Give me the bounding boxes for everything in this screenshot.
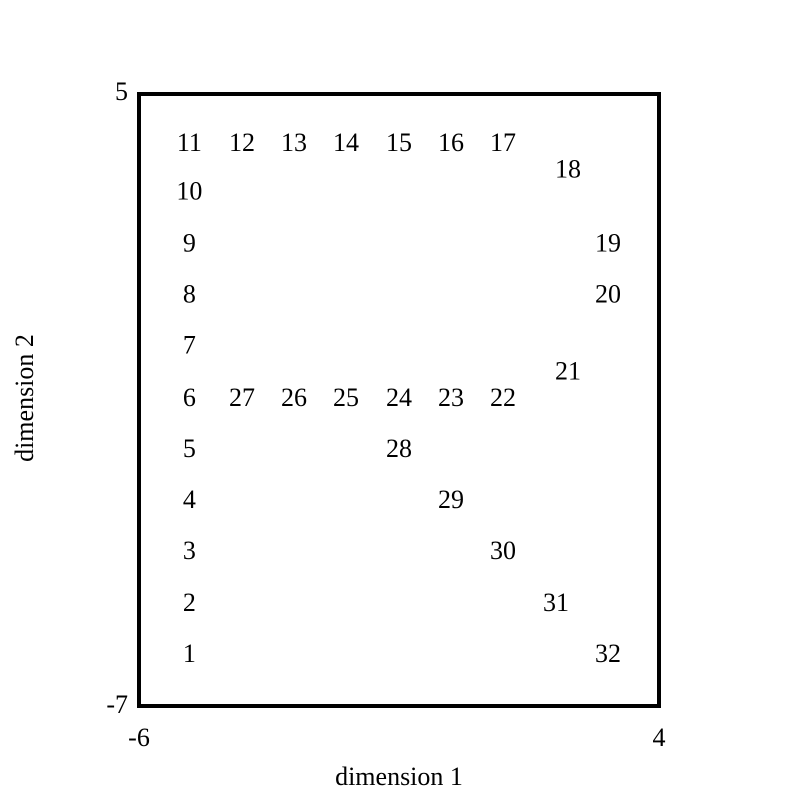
point-label-26: 26 bbox=[281, 383, 307, 412]
x-tick-label-max: 4 bbox=[653, 723, 666, 752]
point-label-12: 12 bbox=[229, 128, 255, 157]
point-label-30: 30 bbox=[490, 536, 516, 565]
y-tick-label-min: -7 bbox=[106, 690, 128, 719]
point-label-8: 8 bbox=[183, 279, 196, 308]
point-label-10: 10 bbox=[176, 176, 202, 205]
x-tick-label-min: -6 bbox=[128, 723, 150, 752]
x-axis-label: dimension 1 bbox=[335, 762, 463, 791]
point-label-7: 7 bbox=[183, 330, 196, 359]
point-label-1: 1 bbox=[183, 639, 196, 668]
point-label-29: 29 bbox=[438, 485, 464, 514]
point-label-13: 13 bbox=[281, 128, 307, 157]
point-label-3: 3 bbox=[183, 536, 196, 565]
point-label-15: 15 bbox=[386, 128, 412, 157]
point-label-19: 19 bbox=[595, 228, 621, 257]
point-label-6: 6 bbox=[183, 383, 196, 412]
point-label-14: 14 bbox=[333, 128, 359, 157]
point-label-21: 21 bbox=[555, 356, 581, 385]
point-label-22: 22 bbox=[490, 383, 516, 412]
plot-frame bbox=[137, 92, 661, 708]
point-label-24: 24 bbox=[386, 383, 412, 412]
point-label-2: 2 bbox=[183, 588, 196, 617]
point-label-16: 16 bbox=[438, 128, 464, 157]
point-label-17: 17 bbox=[490, 128, 516, 157]
point-label-31: 31 bbox=[543, 588, 569, 617]
point-label-25: 25 bbox=[333, 383, 359, 412]
point-label-27: 27 bbox=[229, 383, 255, 412]
point-label-5: 5 bbox=[183, 434, 196, 463]
point-label-20: 20 bbox=[595, 279, 621, 308]
point-label-32: 32 bbox=[595, 639, 621, 668]
point-label-11: 11 bbox=[177, 128, 202, 157]
point-label-4: 4 bbox=[183, 485, 196, 514]
point-label-18: 18 bbox=[555, 155, 581, 184]
y-axis-label: dimension 2 bbox=[10, 334, 39, 462]
point-label-9: 9 bbox=[183, 228, 196, 257]
point-label-28: 28 bbox=[386, 434, 412, 463]
y-tick-label-max: 5 bbox=[115, 77, 128, 106]
point-label-23: 23 bbox=[438, 383, 464, 412]
